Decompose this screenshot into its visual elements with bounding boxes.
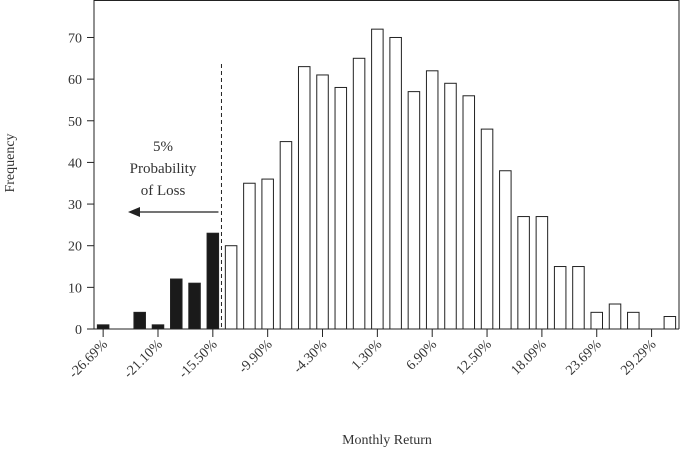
loss-bar xyxy=(188,282,201,330)
histogram-bar xyxy=(480,128,494,330)
y-tick-label: 30 xyxy=(68,198,82,213)
annotation-text-line: of Loss xyxy=(141,183,186,199)
x-tick-label: -4.30% xyxy=(291,337,331,377)
x-tick-label: -21.10% xyxy=(121,337,166,382)
histogram-bar xyxy=(352,57,366,330)
x-tick-label: 18.09% xyxy=(509,337,550,378)
histogram-bar xyxy=(517,216,530,330)
annotation: 5% Probability of Loss xyxy=(128,64,222,329)
y-tick-label: 60 xyxy=(68,73,82,88)
loss-bar xyxy=(170,278,183,330)
y-tick-label: 70 xyxy=(68,31,82,46)
x-axis-ticks: -26.69% -21.10% -15.50% -9.90% -4.30% 1.30% 6.… xyxy=(67,329,660,382)
y-tick-label: 50 xyxy=(68,115,82,130)
histogram-bar xyxy=(608,303,622,330)
histogram-bar xyxy=(553,266,567,330)
x-tick-label: 12.50% xyxy=(454,337,495,378)
annotation-text-line: 5% xyxy=(153,139,173,155)
histogram-bar xyxy=(663,316,677,330)
loss-bar xyxy=(151,324,165,330)
histogram-bar xyxy=(243,182,256,330)
histogram-bar xyxy=(535,216,549,330)
histogram-bar xyxy=(407,91,421,330)
y-tick-label: 40 xyxy=(68,156,82,171)
histogram-bar xyxy=(425,70,439,330)
x-axis-label: Monthly Return xyxy=(342,433,432,448)
annotation-text-line: Probability xyxy=(130,161,197,177)
loss-bar xyxy=(96,324,110,330)
y-tick-label: 20 xyxy=(68,240,82,255)
y-axis-label: Frequency xyxy=(3,133,18,192)
histogram-bar xyxy=(572,266,585,330)
x-tick-label: -26.69% xyxy=(67,337,112,382)
y-tick-label: 10 xyxy=(68,281,82,296)
histogram-bar xyxy=(627,311,640,330)
y-tick-label: 0 xyxy=(75,323,82,338)
bars xyxy=(96,28,677,330)
loss-bar xyxy=(133,311,146,330)
histogram-bar xyxy=(371,28,384,330)
x-tick-label: -15.50% xyxy=(176,337,221,382)
histogram-bar xyxy=(389,36,402,330)
histogram-bar xyxy=(224,245,238,330)
histogram-bar xyxy=(297,66,311,330)
arrow-left-icon xyxy=(128,207,140,217)
histogram-bar xyxy=(279,141,293,330)
x-tick-label: 1.30% xyxy=(349,337,385,373)
histogram-bar xyxy=(444,82,457,330)
x-tick-label: -9.90% xyxy=(236,337,276,377)
x-tick-label: 29.29% xyxy=(618,337,659,378)
y-axis-ticks: 0 10 20 30 40 50 60 70 xyxy=(68,31,94,338)
x-tick-label: 23.69% xyxy=(563,337,604,378)
histogram-bar xyxy=(334,86,348,330)
x-tick-label: 6.90% xyxy=(404,337,440,373)
histogram-bar xyxy=(590,311,603,330)
histogram-bar xyxy=(261,178,274,330)
loss-bar xyxy=(206,232,220,330)
histogram-bar xyxy=(499,170,512,330)
histogram-bar xyxy=(316,74,329,330)
histogram-bar xyxy=(462,95,476,330)
